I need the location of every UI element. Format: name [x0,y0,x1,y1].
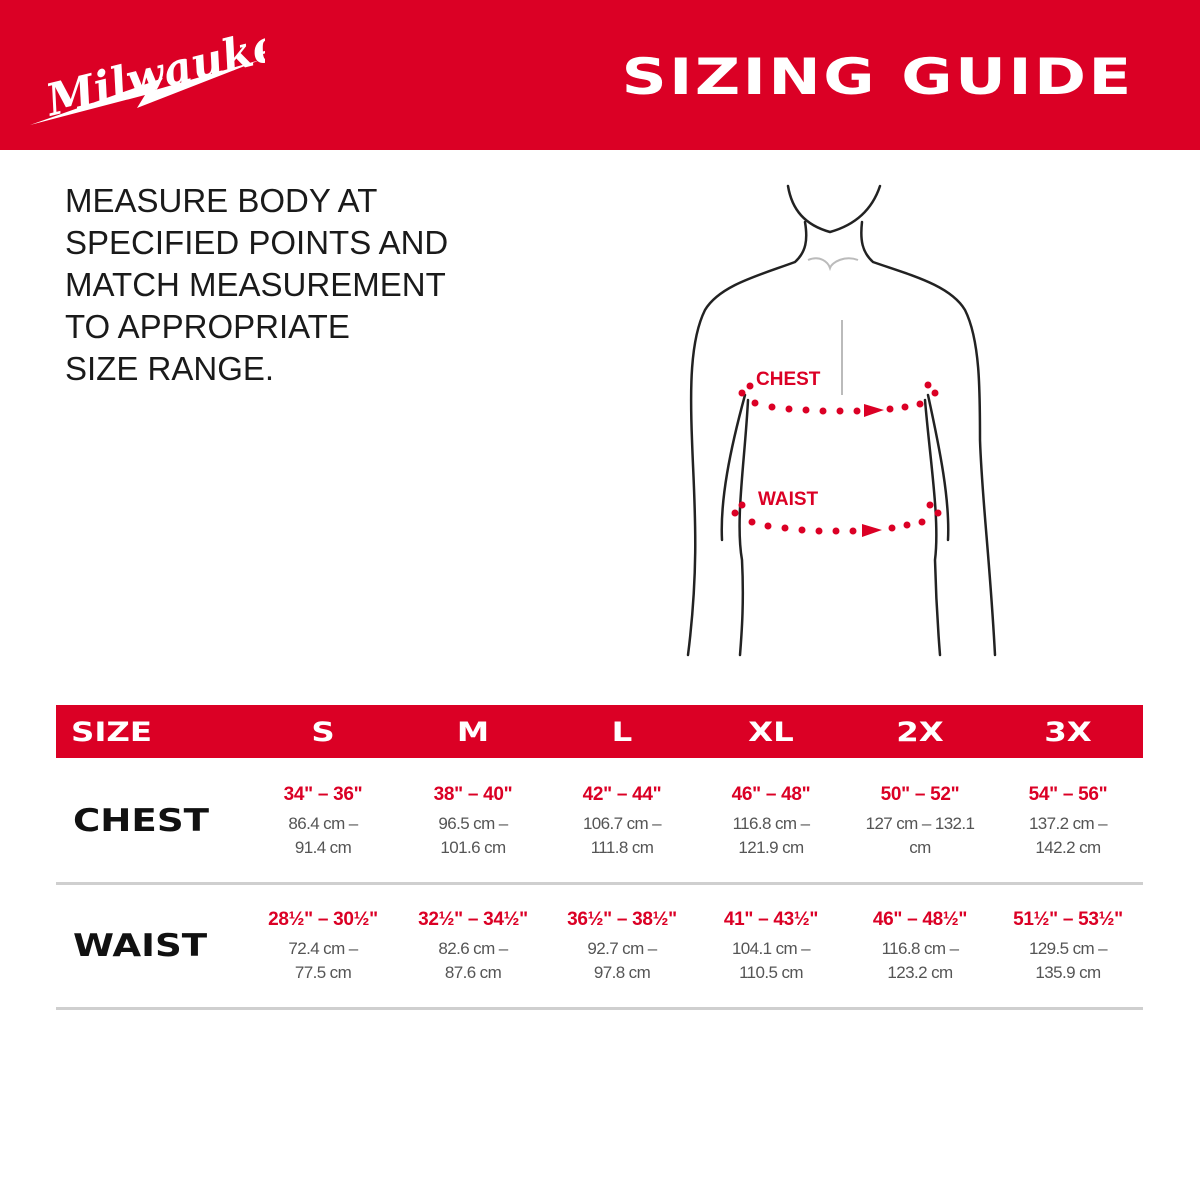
table-cell: 32½" – 34½" 82.6 cm – 87.6 cm [403,909,543,985]
cm-range: 116.8 cm – 123.2 cm [881,939,959,982]
inch-range: 34" – 36" [283,784,363,805]
inch-range: 42" – 44" [582,784,662,805]
table-cell: 50" – 52" 127 cm – 132.1 cm [850,784,990,860]
instructions: MEASURE BODY AT SPECIFIED POINTS AND MAT… [65,180,485,390]
row-divider [56,882,1143,885]
cm-range: 116.8 cm – 121.9 cm [732,814,810,857]
inch-range: 51½" – 53½" [1013,909,1123,930]
inch-range: 28½" – 30½" [268,909,378,930]
table-cell: 36½" – 38½" 92.7 cm – 97.8 cm [552,909,692,985]
table-cell: 46" – 48" 116.8 cm – 121.9 cm [701,784,841,860]
instruction-line: SPECIFIED POINTS AND [65,224,449,261]
header-xl: XL [748,717,794,748]
table-row-chest: CHEST 34" – 36" 86.4 cm – 91.4 cm 38" – 4… [56,758,1143,885]
row-divider [56,1007,1143,1010]
cm-range: 72.4 cm – 77.5 cm [288,939,358,982]
instruction-line: SIZE RANGE. [65,350,275,387]
body-measurement-figure: CHEST WAIST [686,184,997,657]
instruction-line: TO APPROPRIATE [65,308,350,345]
table-cell: 38" – 40" 96.5 cm – 101.6 cm [403,784,543,860]
cm-range: 129.5 cm – 135.9 cm [1028,939,1108,982]
cm-range: 92.7 cm – 97.8 cm [587,939,657,982]
header-2x: 2X [896,717,944,748]
row-label: CHEST [73,803,210,839]
inch-range: 46" – 48½" [872,909,968,930]
inch-range: 36½" – 38½" [567,909,677,930]
cm-range: 86.4 cm – 91.4 cm [288,814,358,857]
header-3x: 3X [1044,717,1092,748]
cm-range: 127 cm – 132.1 cm [865,814,975,857]
table-cell: 46" – 48½" 116.8 cm – 123.2 cm [850,909,990,985]
chest-label: CHEST [756,369,821,390]
inch-range: 54" – 56" [1028,784,1108,805]
chest-measure-line [738,381,939,417]
cm-range: 96.5 cm – 101.6 cm [438,814,508,857]
size-table-header: SIZE S M L XL 2X 3X [56,705,1143,758]
table-cell: 54" – 56" 137.2 cm – 142.2 cm [998,784,1138,860]
milwaukee-logo: Milwaukee [30,20,265,127]
row-label: WAIST [73,928,208,964]
header-banner: Milwaukee SIZING GUIDE [0,0,1200,150]
instruction-line: MEASURE BODY AT [65,182,378,219]
header-size: SIZE [71,717,153,748]
table-cell: 41" – 43½" 104.1 cm – 110.5 cm [701,909,841,985]
cm-range: 106.7 cm – 111.8 cm [582,814,662,857]
inch-range: 50" – 52" [880,784,960,805]
table-row-waist: WAIST 28½" – 30½" 72.4 cm – 77.5 cm 32½" … [56,885,1143,1010]
inch-range: 32½" – 34½" [418,909,528,930]
inch-range: 46" – 48" [731,784,811,805]
cm-range: 82.6 cm – 87.6 cm [438,939,508,982]
inch-range: 41" – 43½" [723,909,819,930]
waist-label: WAIST [758,489,819,510]
cm-range: 137.2 cm – 142.2 cm [1028,814,1108,857]
table-cell: 42" – 44" 106.7 cm – 111.8 cm [552,784,692,860]
table-cell: 34" – 36" 86.4 cm – 91.4 cm [253,784,393,860]
instruction-line: MATCH MEASUREMENT [65,266,446,303]
header-l: L [611,717,633,748]
waist-measure-line [731,501,942,537]
table-cell: 28½" – 30½" 72.4 cm – 77.5 cm [253,909,393,985]
header-m: M [456,717,490,748]
inch-range: 38" – 40" [433,784,513,805]
cm-range: 104.1 cm – 110.5 cm [731,939,811,982]
page-title: SIZING GUIDE [621,48,1134,106]
header-s: S [311,717,335,748]
table-cell: 51½" – 53½" 129.5 cm – 135.9 cm [998,909,1138,985]
